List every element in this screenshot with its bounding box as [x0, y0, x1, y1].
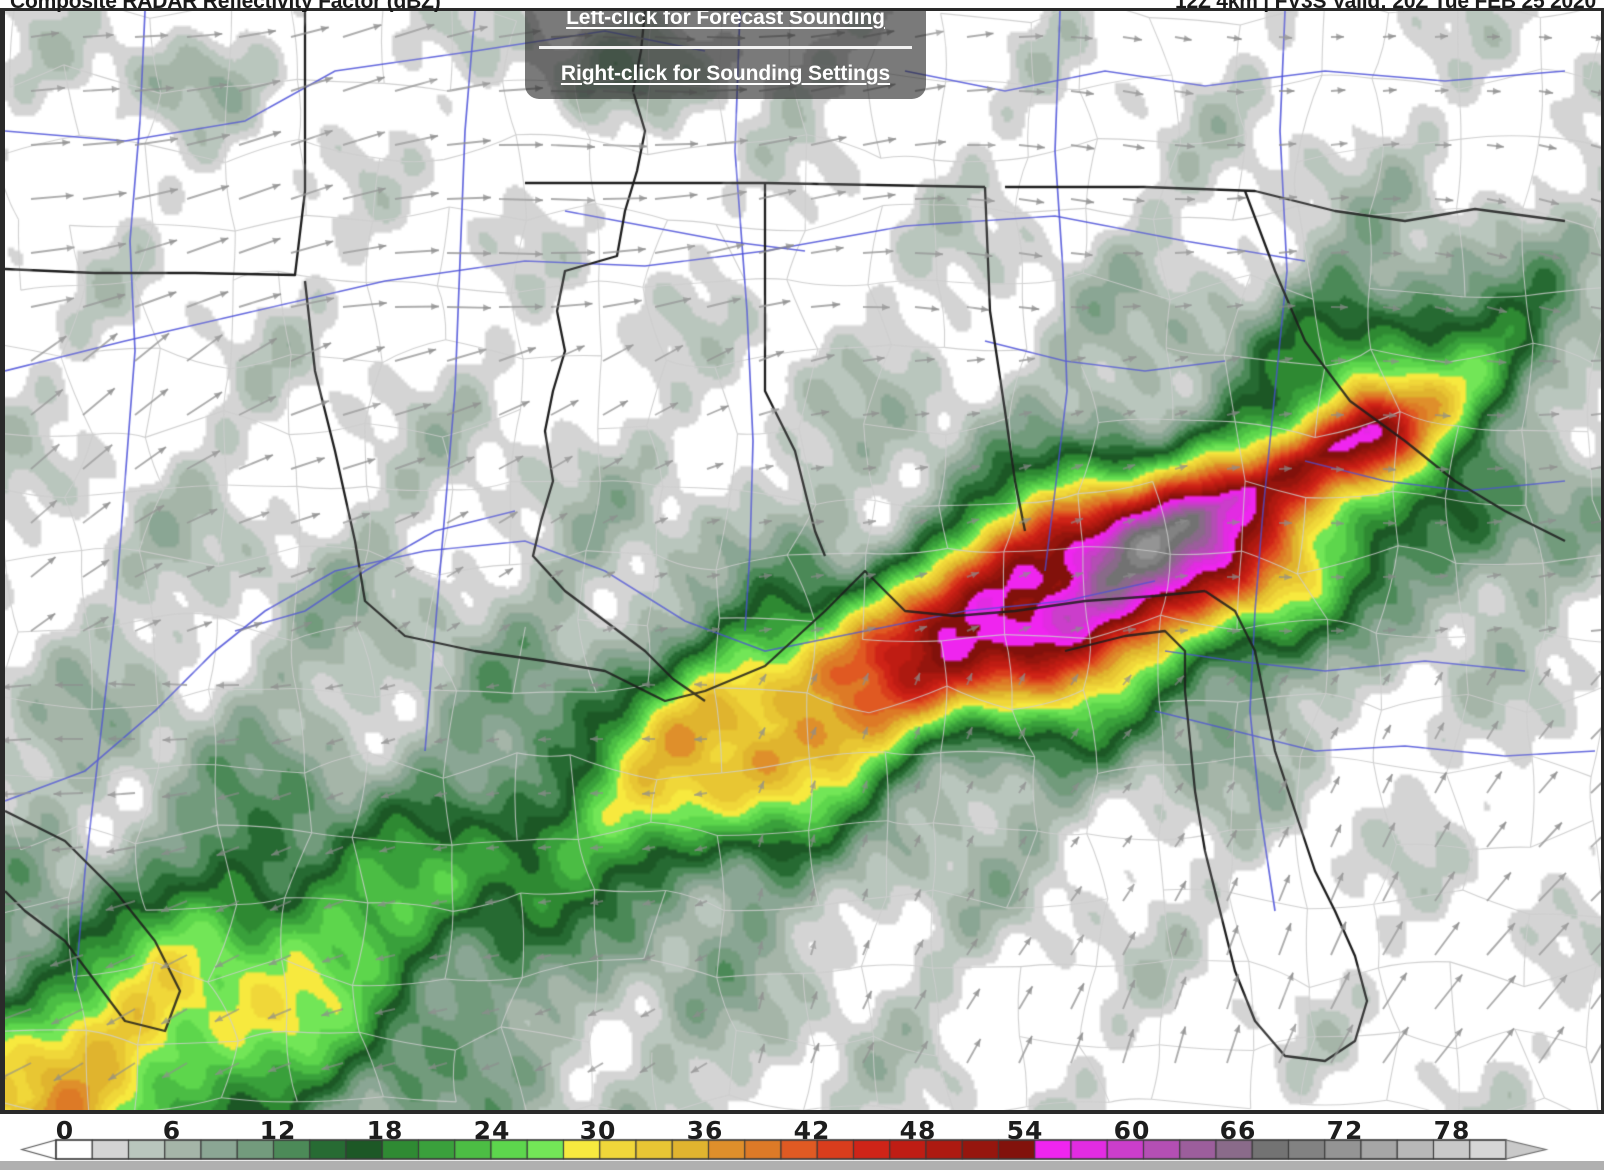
- left-click-sounding-option[interactable]: Left-click for Forecast Sounding: [566, 8, 885, 29]
- forecast-map-panel[interactable]: Left-click for Forecast Sounding Right-c…: [0, 8, 1604, 1114]
- reflectivity-colorbar[interactable]: [0, 1135, 1604, 1165]
- right-click-sounding-settings-option[interactable]: Right-click for Sounding Settings: [560, 62, 891, 85]
- reflectivity-map-canvas[interactable]: [5, 11, 1601, 1110]
- colorbar-wrapper[interactable]: [0, 1135, 1604, 1165]
- sounding-tooltip-overlay: Left-click for Forecast Sounding Right-c…: [525, 8, 926, 99]
- footer-strip: [0, 1161, 1604, 1170]
- tooltip-divider: [539, 46, 912, 49]
